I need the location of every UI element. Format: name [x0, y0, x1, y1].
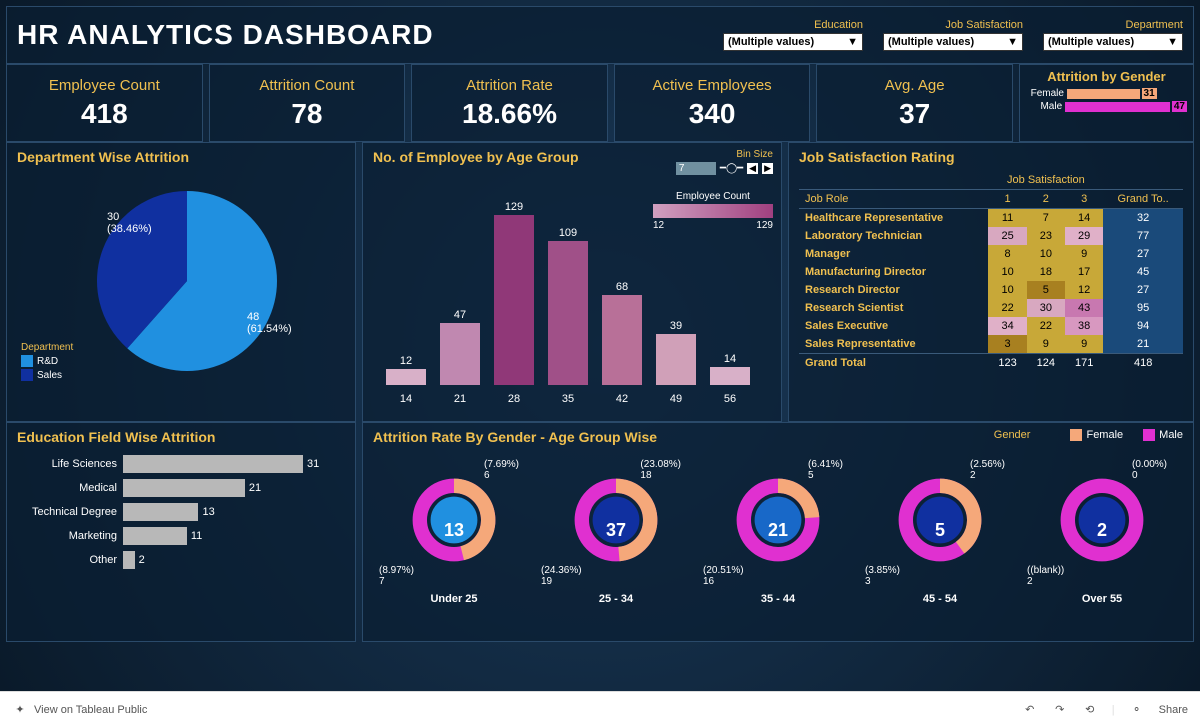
table-row[interactable]: Research Scientist22304395 — [799, 299, 1183, 317]
legend-item[interactable]: Male — [1143, 429, 1183, 441]
sat-title: Job Satisfaction Rating — [799, 149, 1183, 165]
kpi-employee-count: Employee Count418 — [6, 64, 203, 142]
edu-bar-row[interactable]: Other2 — [17, 551, 345, 569]
donut-25---34[interactable]: (23.08%)18 37 (24.36%)19 25 - 34 — [541, 475, 691, 605]
kpi-attrition-count: Attrition Count78 — [209, 64, 406, 142]
table-row[interactable]: Sales Representative39921 — [799, 335, 1183, 354]
gender-bar-row: Male47 — [1026, 101, 1187, 112]
pie-legend: Department R&DSales — [21, 342, 73, 381]
age-bar-panel: No. of Employee by Age Group Bin Size ━◯… — [362, 142, 782, 422]
bin-input[interactable] — [676, 162, 716, 175]
age-bar[interactable]: 1214 — [383, 355, 429, 405]
donut-35---44[interactable]: (6.41%)5 21 (20.51%)16 35 - 44 — [703, 475, 853, 605]
undo-icon[interactable]: ↶ — [1022, 702, 1038, 718]
pie-title: Department Wise Attrition — [17, 149, 345, 165]
table-row[interactable]: Healthcare Representative1171432 — [799, 209, 1183, 228]
filter-select[interactable]: (Multiple values)▼ — [1043, 33, 1183, 51]
next-icon[interactable]: ▶ — [762, 163, 773, 174]
kpi-avg--age: Avg. Age37 — [816, 64, 1013, 142]
edu-bar-row[interactable]: Medical21 — [17, 479, 345, 497]
age-bar[interactable]: 12928 — [491, 201, 537, 405]
header: HR ANALYTICS DASHBOARD Education(Multipl… — [6, 6, 1194, 64]
age-bar[interactable]: 3949 — [653, 320, 699, 405]
employee-count-legend: Employee Count 12129 — [653, 191, 773, 231]
dashboard-title: HR ANALYTICS DASHBOARD — [17, 19, 434, 51]
age-bar[interactable]: 10935 — [545, 227, 591, 405]
filter-select[interactable]: (Multiple values)▼ — [723, 33, 863, 51]
filter-select[interactable]: (Multiple values)▼ — [883, 33, 1023, 51]
filters: Education(Multiple values)▼ Job Satisfact… — [723, 19, 1183, 51]
donut-legend: Gender FemaleMale — [994, 429, 1183, 441]
legend-item[interactable]: Female — [1070, 429, 1123, 441]
share-label[interactable]: Share — [1159, 704, 1188, 716]
slider-icon[interactable]: ━◯━ — [720, 163, 743, 174]
filter-job-satisfaction: Job Satisfaction(Multiple values)▼ — [883, 19, 1023, 51]
donut-Over-55[interactable]: (0.00%)0 2 ((blank))2 Over 55 — [1027, 475, 1177, 605]
chevron-down-icon: ▼ — [847, 36, 858, 48]
legend-item[interactable]: R&D — [21, 355, 73, 367]
satisfaction-panel: Job Satisfaction Rating Job Satisfaction… — [788, 142, 1194, 422]
bin-control: Bin Size ━◯━ ◀ ▶ — [676, 149, 773, 175]
age-bar[interactable]: 6842 — [599, 281, 645, 405]
edu-bar-row[interactable]: Technical Degree13 — [17, 503, 345, 521]
grand-total-row: Grand Total123124171418 — [799, 354, 1183, 373]
donut-panel: Attrition Rate By Gender - Age Group Wis… — [362, 422, 1194, 642]
kpi-row: Employee Count418Attrition Count78Attrit… — [6, 64, 1194, 142]
redo-icon[interactable]: ↷ — [1052, 702, 1068, 718]
satisfaction-table: Job Satisfaction Job Role123Grand To.. H… — [799, 171, 1183, 372]
filter-department: Department(Multiple values)▼ — [1043, 19, 1183, 51]
gender-bar-row: Female31 — [1026, 88, 1187, 99]
education-panel: Education Field Wise Attrition Life Scie… — [6, 422, 356, 642]
share-icon[interactable]: ⚬ — [1129, 702, 1145, 718]
table-row[interactable]: Manufacturing Director10181745 — [799, 263, 1183, 281]
gender-title: Attrition by Gender — [1026, 69, 1187, 84]
donut-45---54[interactable]: (2.56%)2 5 (3.85%)3 45 - 54 — [865, 475, 1015, 605]
edu-bar-row[interactable]: Life Sciences31 — [17, 455, 345, 473]
legend-item[interactable]: Sales — [21, 369, 73, 381]
view-link[interactable]: View on Tableau Public — [34, 704, 147, 716]
age-bar[interactable]: 1456 — [707, 353, 753, 405]
chevron-down-icon: ▼ — [1167, 36, 1178, 48]
prev-icon[interactable]: ◀ — [747, 163, 758, 174]
footer: ✦ View on Tableau Public ↶ ↷ ⟲ | ⚬ Share — [0, 691, 1200, 727]
table-row[interactable]: Manager810927 — [799, 245, 1183, 263]
table-row[interactable]: Research Director1051227 — [799, 281, 1183, 299]
filter-education: Education(Multiple values)▼ — [723, 19, 863, 51]
reset-icon[interactable]: ⟲ — [1082, 702, 1098, 718]
donut-Under-25[interactable]: (7.69%)6 13 (8.97%)7 Under 25 — [379, 475, 529, 605]
edu-title: Education Field Wise Attrition — [17, 429, 345, 445]
chevron-down-icon: ▼ — [1007, 36, 1018, 48]
edu-bar-row[interactable]: Marketing11 — [17, 527, 345, 545]
pie-panel: Department Wise Attrition 48(61.54%)30(3… — [6, 142, 356, 422]
kpi-active-employees: Active Employees340 — [614, 64, 811, 142]
age-bar[interactable]: 4721 — [437, 309, 483, 405]
table-row[interactable]: Sales Executive34223894 — [799, 317, 1183, 335]
tableau-icon[interactable]: ✦ — [12, 702, 28, 718]
gender-panel: Attrition by Gender Female31 Male47 — [1019, 64, 1194, 142]
table-row[interactable]: Laboratory Technician25232977 — [799, 227, 1183, 245]
kpi-attrition-rate: Attrition Rate18.66% — [411, 64, 608, 142]
